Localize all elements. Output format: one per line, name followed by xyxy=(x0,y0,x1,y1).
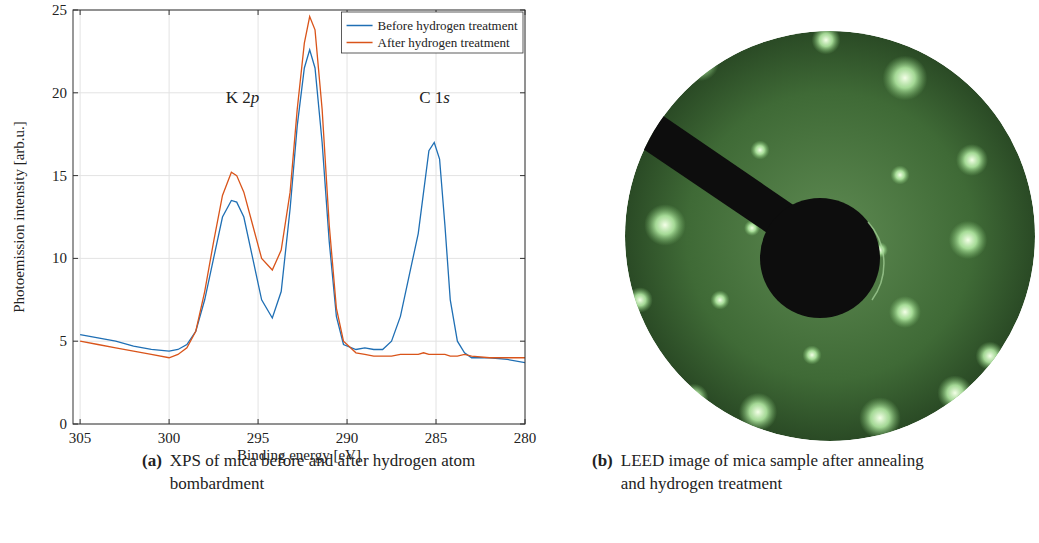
y-tick xyxy=(73,424,78,425)
leed-screen xyxy=(625,31,1035,441)
leed-spot xyxy=(627,287,653,313)
series-line xyxy=(80,50,525,363)
grid-line xyxy=(169,10,170,424)
legend-label: Before hydrogen treatment xyxy=(378,18,518,33)
leed-spot xyxy=(883,56,928,101)
y-tick xyxy=(520,341,525,342)
legend-swatch xyxy=(347,42,373,44)
grid-line xyxy=(436,10,437,424)
leed-spot xyxy=(949,221,987,259)
peak-label-part: p xyxy=(250,88,260,107)
series-line xyxy=(80,17,525,358)
y-tick xyxy=(520,92,525,93)
x-tick-label: 290 xyxy=(336,430,359,446)
x-tick xyxy=(436,419,437,424)
legend-label: After hydrogen treatment xyxy=(378,35,511,50)
y-tick xyxy=(73,92,78,93)
caption-label: (a) xyxy=(142,451,162,470)
x-tick-label: 300 xyxy=(158,430,181,446)
leed-spot xyxy=(680,384,709,413)
grid-line xyxy=(347,10,348,424)
caption-label: (b) xyxy=(592,451,613,470)
peak-label: C 1s xyxy=(419,88,450,107)
gun-rim xyxy=(868,222,884,300)
y-tick-label: 5 xyxy=(60,333,68,349)
x-tick xyxy=(80,419,81,424)
legend-box xyxy=(342,12,523,53)
grid-line xyxy=(258,10,259,424)
y-tick xyxy=(73,175,78,176)
leed-spot xyxy=(859,397,901,439)
peak-label: K 2p xyxy=(226,88,260,107)
x-tick-label: 285 xyxy=(425,430,448,446)
caption-text: XPS of mica before and after hydrogen at… xyxy=(170,451,475,493)
x-tick-label: 295 xyxy=(247,430,270,446)
peak-label-part: K 2 xyxy=(226,88,251,107)
leed-spot xyxy=(937,375,972,410)
caption-line: LEED image of mica sample after annealin… xyxy=(621,451,925,470)
caption-line: and hydrogen treatment xyxy=(621,474,783,493)
y-tick xyxy=(520,258,525,259)
grid-line xyxy=(80,10,81,424)
x-tick xyxy=(525,10,526,15)
gun-body xyxy=(760,198,880,318)
leed-image xyxy=(612,26,1035,441)
leed-spot xyxy=(644,204,686,246)
x-tick xyxy=(169,419,170,424)
leed-spot xyxy=(750,140,769,159)
leed-spot xyxy=(812,26,841,55)
y-tick xyxy=(520,175,525,176)
y-tick-label: 20 xyxy=(52,85,67,101)
leed-spot xyxy=(889,296,921,328)
peak-label-part: s xyxy=(443,88,450,107)
leed-spot xyxy=(739,393,777,431)
y-tick xyxy=(73,258,78,259)
leed-spot xyxy=(802,345,821,364)
x-tick xyxy=(258,10,259,15)
y-tick xyxy=(73,10,78,11)
leed-spot xyxy=(890,165,909,184)
peak-label-part: C 1 xyxy=(419,88,443,107)
leed-spot xyxy=(976,342,1005,371)
legend: Before hydrogen treatment After hydrogen … xyxy=(342,12,523,53)
leed-spot xyxy=(956,144,988,176)
caption-text: LEED image of mica sample after annealin… xyxy=(621,451,925,493)
caption-line: XPS of mica before and after hydrogen at… xyxy=(170,451,475,470)
legend-swatch xyxy=(347,25,373,27)
y-tick xyxy=(520,424,525,425)
y-tick xyxy=(73,341,78,342)
leed-spot xyxy=(710,290,729,309)
figure: 3053002952902852800510152025Binding ener… xyxy=(0,0,1039,543)
y-tick-label: 10 xyxy=(52,250,67,266)
y-tick-label: 0 xyxy=(60,416,68,432)
y-tick xyxy=(520,10,525,11)
x-tick xyxy=(258,419,259,424)
x-tick-label: 280 xyxy=(514,430,537,446)
x-tick xyxy=(525,419,526,424)
y-tick-label: 15 xyxy=(52,168,67,184)
x-tick xyxy=(169,10,170,15)
grid-line xyxy=(73,258,525,259)
x-tick-label: 305 xyxy=(69,430,92,446)
series-group xyxy=(80,17,525,363)
y-tick-label: 25 xyxy=(52,2,67,18)
grid-line xyxy=(73,175,525,176)
leed-spot xyxy=(681,43,719,81)
x-tick xyxy=(80,10,81,15)
x-tick xyxy=(347,419,348,424)
y-axis-title: Photoemission intensity [arb.u.] xyxy=(11,121,27,313)
caption-line: bombardment xyxy=(170,474,265,493)
plot-frame xyxy=(73,10,525,424)
plot-area xyxy=(73,10,525,424)
